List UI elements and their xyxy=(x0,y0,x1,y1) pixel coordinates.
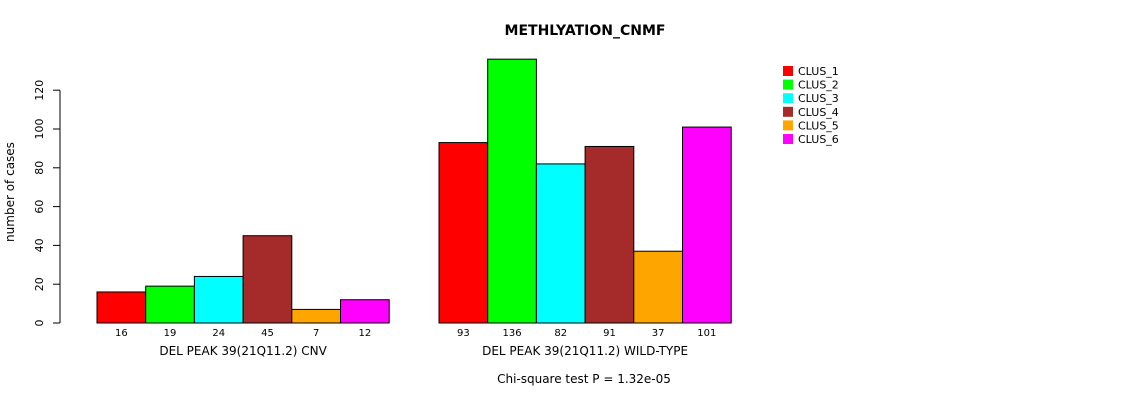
bar xyxy=(340,299,390,324)
bar-value-label: 7 xyxy=(313,328,319,339)
y-tick-label: 60 xyxy=(33,200,46,214)
legend-item: CLUS_5 xyxy=(783,119,839,132)
bar-value-label: 136 xyxy=(503,328,522,339)
y-tick-label: 100 xyxy=(33,119,46,140)
y-tick-label: 20 xyxy=(33,277,46,291)
bar-value-label: 12 xyxy=(358,328,371,339)
legend-swatch xyxy=(783,66,793,76)
bar xyxy=(145,285,195,324)
bar-group: 93 136 82 91 37 101 DEL PEAK 39(21Q11.2) WILD-… xyxy=(438,58,732,358)
bar-value-label: 16 xyxy=(115,328,128,339)
legend-item: CLUS_1 xyxy=(783,65,839,78)
legend-label: CLUS_6 xyxy=(798,133,839,146)
legend-label: CLUS_2 xyxy=(798,79,839,92)
bar xyxy=(487,58,537,324)
bar xyxy=(96,291,147,324)
bar-group: 16 19 24 45 7 12 DEL PEAK 39(21Q11.2) CNV xyxy=(96,235,390,358)
bar xyxy=(193,275,244,324)
y-tick-label: 80 xyxy=(33,161,46,175)
legend-item: CLUS_2 xyxy=(783,79,839,92)
group-label: DEL PEAK 39(21Q11.2) WILD-TYPE xyxy=(482,344,688,358)
legend-item: CLUS_3 xyxy=(783,92,839,105)
bar xyxy=(438,142,489,324)
bar xyxy=(535,163,586,324)
y-tick-label: 0 xyxy=(33,320,46,327)
y-axis-label: number of cases xyxy=(3,142,17,242)
bar-value-label: 24 xyxy=(212,328,225,339)
legend-label: CLUS_5 xyxy=(798,119,839,132)
bar-value-label: 93 xyxy=(457,328,470,339)
bar xyxy=(633,250,683,324)
legend-swatch xyxy=(783,120,793,131)
bar-value-label: 91 xyxy=(603,328,616,339)
y-tick-label: 40 xyxy=(33,238,46,252)
group-label: DEL PEAK 39(21Q11.2) CNV xyxy=(159,344,327,358)
legend-label: CLUS_4 xyxy=(798,106,839,119)
bar-value-label: 45 xyxy=(261,328,274,339)
bar-value-label: 37 xyxy=(652,328,665,339)
legend-item: CLUS_6 xyxy=(783,133,839,146)
y-axis: 0 20 40 60 80 100 120 xyxy=(33,80,61,327)
legend-swatch xyxy=(783,106,793,117)
bar-value-label: 101 xyxy=(697,328,716,339)
bar xyxy=(584,145,635,324)
legend-swatch xyxy=(783,93,793,104)
y-tick-label: 120 xyxy=(33,80,46,101)
legend-swatch xyxy=(783,134,793,144)
bar xyxy=(242,235,293,324)
chi-square-footnote: Chi-square test P = 1.32e-05 xyxy=(497,372,671,386)
chart-title: METHLYATION_CNMF xyxy=(505,23,666,39)
bar-value-label: 19 xyxy=(164,328,177,339)
legend-label: CLUS_1 xyxy=(798,65,839,78)
legend-swatch xyxy=(783,79,793,90)
legend-label: CLUS_3 xyxy=(798,92,839,105)
legend-item: CLUS_4 xyxy=(783,106,839,119)
bar-value-label: 82 xyxy=(554,328,567,339)
bar xyxy=(682,126,732,324)
bar xyxy=(291,308,341,324)
bars: 16 19 24 45 7 12 DEL PEAK 39(21Q11.2) CNV 93 136… xyxy=(96,58,732,358)
